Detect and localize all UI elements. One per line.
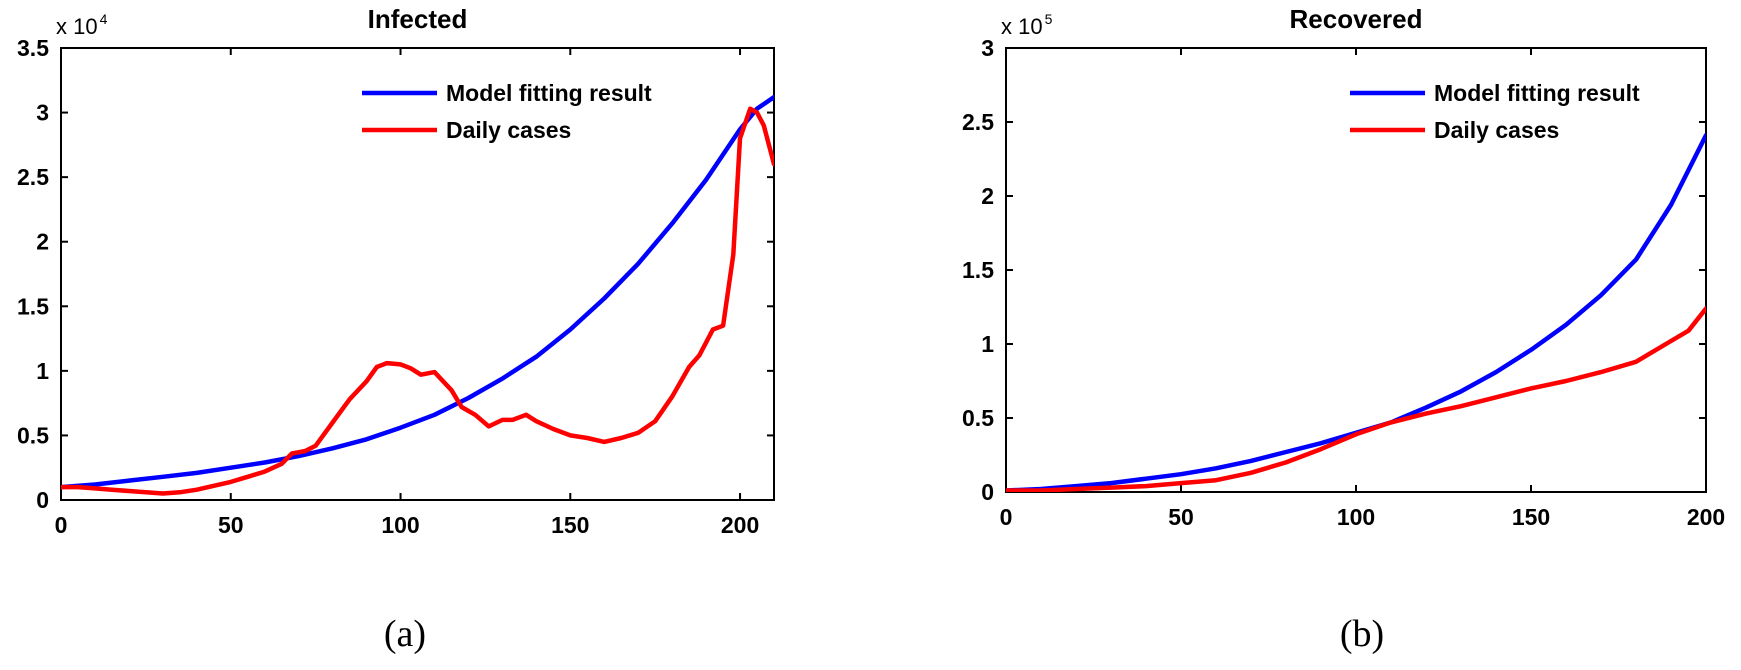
legend-label: Model fitting result: [1434, 80, 1640, 106]
y-tick-label: 1: [981, 331, 994, 357]
x-tick-label: 100: [381, 512, 419, 538]
x-tick-label: 200: [1687, 504, 1725, 530]
y-tick-label: 0: [36, 487, 49, 513]
legend-label: Model fitting result: [446, 80, 652, 106]
exponent-base: x 10: [1001, 14, 1043, 39]
y-tick-label: 2: [981, 183, 994, 209]
y-tick-label: 2.5: [17, 164, 49, 190]
chart-title: Recovered: [1290, 4, 1423, 34]
panel-caption: (b): [1340, 613, 1384, 655]
exponent-power: 5: [1045, 11, 1053, 27]
x-tick-label: 100: [1337, 504, 1375, 530]
plot-frame: [60, 47, 775, 501]
panel-caption: (a): [384, 613, 426, 655]
y-tick-label: 3.5: [17, 35, 49, 61]
y-tick-label: 0.5: [17, 422, 49, 448]
y-tick-label: 3: [36, 100, 49, 126]
x-tick-label: 200: [721, 512, 759, 538]
y-tick-label: 1: [36, 358, 49, 384]
y-tick-label: 0.5: [962, 405, 994, 431]
exponent-base: x 10: [56, 14, 98, 39]
y-tick-label: 2: [36, 229, 49, 255]
y-tick-label: 3: [981, 35, 994, 61]
axis-exponent: x 10 5: [1001, 11, 1053, 39]
series-line-daily-cases: [1006, 306, 1706, 492]
series-line-model-fitting-result: [61, 94, 774, 490]
y-tick-label: 0: [981, 479, 994, 505]
series-line-daily-cases: [61, 106, 774, 496]
x-tick-label: 50: [218, 512, 244, 538]
x-tick-label: 150: [1512, 504, 1550, 530]
chart-recovered: 0 50 100 150 200 0 0.5 1 1.5 2 2.5 3 x 10 5 Recovered M…: [962, 4, 1725, 655]
legend-label: Daily cases: [1434, 117, 1559, 143]
y-tick-label: 1.5: [962, 257, 994, 283]
plot-frame: [1005, 47, 1707, 493]
y-tick-label: 1.5: [17, 293, 49, 319]
x-tick-label: 50: [1168, 504, 1194, 530]
chart-infected: 0 50 100 150 200 0 0.5 1 1.5 2 2.5 3 3.5 x 10 4 Infecte…: [17, 4, 775, 655]
exponent-power: 4: [100, 11, 108, 27]
legend-label: Daily cases: [446, 117, 571, 143]
chart-title: Infected: [368, 4, 468, 34]
x-tick-label: 150: [551, 512, 589, 538]
y-tick-label: 2.5: [962, 109, 994, 135]
x-tick-label: 0: [55, 512, 68, 538]
axis-exponent: x 10 4: [56, 11, 108, 39]
x-tick-label: 0: [1000, 504, 1013, 530]
